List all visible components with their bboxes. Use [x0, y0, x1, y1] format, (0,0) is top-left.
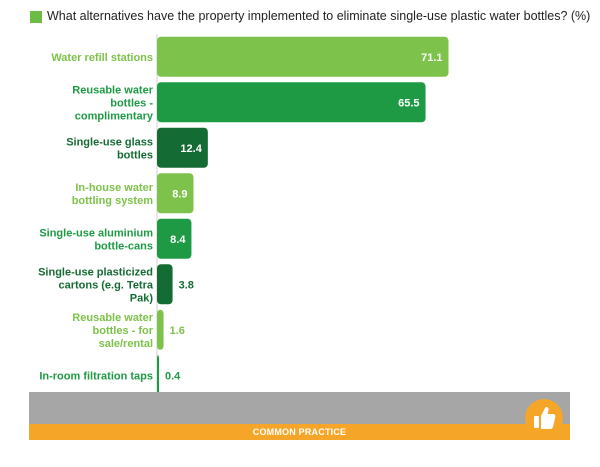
- thumbs-up-icon: [525, 399, 563, 437]
- data-label: 1.6: [170, 325, 185, 337]
- bar: [157, 127, 208, 168]
- bar: [157, 264, 173, 305]
- bar: [157, 82, 426, 123]
- data-label: 0.4: [165, 370, 181, 382]
- data-label: 65.5: [398, 97, 419, 109]
- bar: [157, 355, 159, 392]
- legend-swatch: [30, 11, 42, 23]
- category-label: Water refill stations: [51, 52, 153, 64]
- category-label: Reusable water bottles -complimentary: [72, 84, 154, 122]
- data-label: 8.9: [172, 188, 187, 200]
- bar: [157, 218, 192, 259]
- bar: [157, 36, 449, 77]
- chart-title: What alternatives have the property impl…: [47, 9, 591, 23]
- bar: [157, 173, 194, 214]
- footer-band: [29, 392, 570, 424]
- data-label: 71.1: [421, 52, 442, 64]
- category-label: Single-use glass bottles: [66, 136, 153, 161]
- footer-label: COMMON PRACTICE: [252, 427, 347, 437]
- data-label: 8.4: [170, 234, 186, 246]
- data-label: 3.8: [179, 279, 194, 291]
- data-label: 12.4: [180, 143, 202, 155]
- category-label: Reusable water bottles - for sale/rental: [72, 312, 153, 350]
- category-label: In-room filtration taps: [39, 370, 153, 382]
- chart-title-row: What alternatives have the property impl…: [30, 6, 590, 28]
- footer-strip: [29, 424, 570, 440]
- bar: [157, 309, 164, 350]
- category-label: Single-use plasticized cartons (e.g. Tetr…: [38, 266, 154, 304]
- category-label: In-house water bottling system: [72, 182, 154, 207]
- category-label: Single-use aluminium bottle-cans: [39, 227, 153, 252]
- bar-chart: 71.1 Water refill stations 65.5 Reusable wa…: [38, 34, 449, 392]
